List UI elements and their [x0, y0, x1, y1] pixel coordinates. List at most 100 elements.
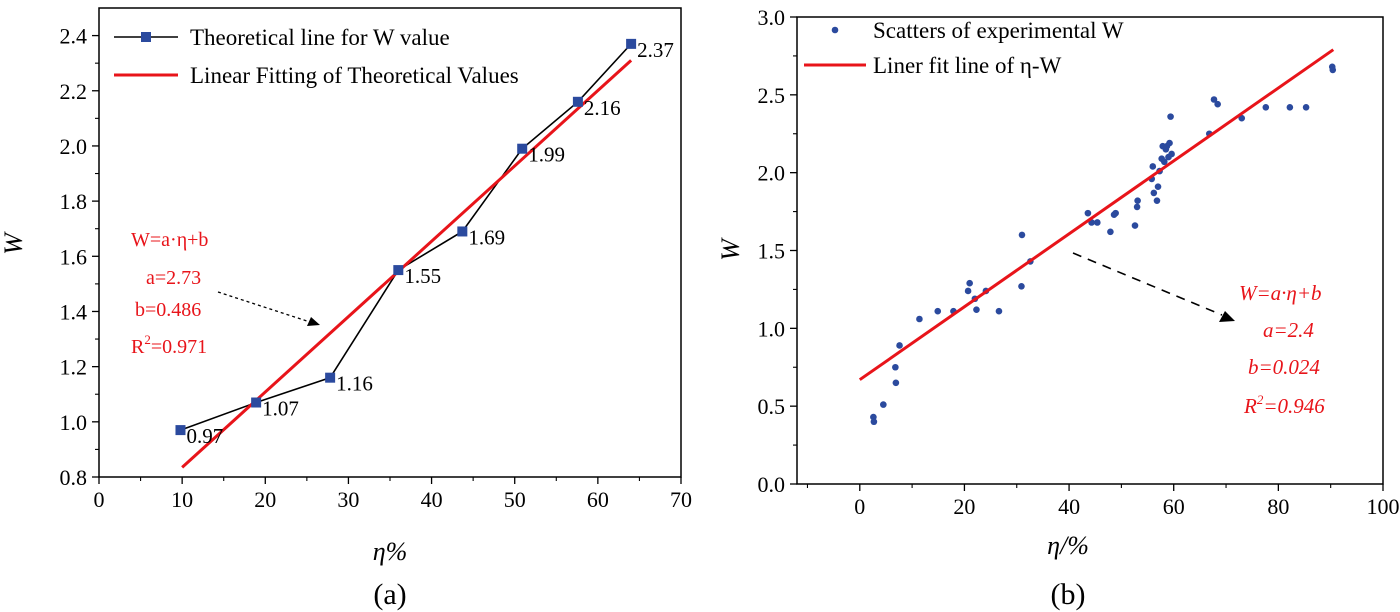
experimental-w-point	[1329, 66, 1337, 74]
y-tick-label-b: 0.5	[758, 394, 786, 419]
panel-a-caption: (a)	[373, 578, 406, 611]
y-tick-label-a: 2.4	[60, 24, 88, 49]
experimental-w-point	[880, 401, 887, 408]
theoretical-point-marker	[457, 226, 468, 237]
panel-a-series: 0.97 1.07 1.16 1.55 1.69 1.99 2.16 2.37	[175, 38, 674, 469]
panel-b-caption: (b)	[1051, 578, 1086, 611]
annotation-a-arrowhead	[307, 317, 320, 326]
theoretical-point-label: 1.69	[468, 225, 505, 249]
theoretical-point-marker	[325, 372, 336, 383]
annotation-b-arrowhead	[1219, 311, 1235, 322]
panel-b-fit-annotation: W=a·η+b a=2.4 b=0.024 R2=0.946	[1072, 252, 1325, 418]
panel-a-fit-annotation: W=a·η+b a=2.73 b=0.486 R2=0.971	[131, 229, 320, 358]
experimental-w-point	[1160, 158, 1168, 166]
x-tick-label-b: 60	[1163, 494, 1185, 519]
theoretical-point-marker	[626, 38, 637, 49]
y-tick-label-a: 2.0	[60, 134, 88, 159]
experimental-w-point	[1167, 113, 1174, 120]
panel-b-y-axis-label: W	[716, 237, 745, 261]
legend-b-scatter-label: Scatters of experimental W	[873, 18, 1124, 43]
theoretical-point-marker	[175, 425, 186, 436]
theoretical-point-label: 1.99	[528, 143, 565, 167]
theoretical-point-label: 2.37	[637, 38, 674, 62]
y-tick-label-a: 1.6	[60, 244, 88, 269]
annotation-a-r2: R2=0.971	[131, 332, 207, 358]
experimental-w-point	[966, 279, 973, 287]
experimental-w-point	[916, 315, 923, 323]
x-tick-label-a: 60	[587, 487, 609, 512]
experimental-w-point	[1094, 219, 1101, 226]
experimental-w-point	[1286, 103, 1294, 111]
theoretical-point-marker	[572, 96, 583, 107]
experimental-w-point	[1168, 150, 1175, 158]
experimental-w-point	[1302, 103, 1310, 111]
experimental-w-point	[1134, 197, 1141, 204]
legend-a-fit-label: Linear Fitting of Theoretical Values	[190, 63, 519, 88]
theoretical-point-label: 0.97	[186, 424, 223, 448]
y-tick-label-a: 1.2	[60, 355, 88, 380]
experimental-w-point	[1133, 203, 1141, 211]
theoretical-point-marker	[393, 265, 404, 276]
experimental-w-point	[1107, 228, 1114, 236]
legend-b-fit-label: Liner fit line of η-W	[873, 53, 1062, 78]
theoretical-point-marker	[251, 397, 262, 408]
panel-a-chart: 0 10 20 30 40 50 60 70 0.8 1.0 1.2 1.4 1.6 1.8 2.0 2.2 2…	[0, 7, 692, 611]
annotation-b-intercept: b=0.024	[1248, 355, 1320, 379]
x-tick-label-a: 40	[421, 487, 443, 512]
experimental-w-point	[1149, 163, 1157, 170]
experimental-w-point	[892, 379, 900, 387]
theoretical-point-label: 2.16	[584, 96, 621, 120]
experimental-w-point	[973, 306, 980, 313]
experimental-w-point	[995, 307, 1003, 315]
panel-b-axes: 0 20 40 60 80 100 0.0 0.5 1.0 1.5 2.0 2.5 3.0	[758, 5, 1400, 519]
annotation-b-slope: a=2.4	[1263, 318, 1314, 342]
x-tick-label-b: 0	[854, 494, 865, 519]
y-tick-label-b: 1.5	[758, 239, 786, 264]
y-tick-label-a: 1.8	[60, 189, 88, 214]
theoretical-point-label: 1.16	[336, 372, 373, 396]
linear-fit-line-b	[858, 48, 1335, 381]
experimental-w-point	[896, 342, 903, 349]
annotation-a-equation: W=a·η+b	[131, 229, 208, 251]
x-tick-label-a: 0	[94, 487, 105, 512]
x-tick-label-a: 30	[337, 487, 359, 512]
experimental-w-point	[1238, 114, 1246, 122]
legend-b-scatter-marker	[831, 26, 839, 34]
y-tick-label-b: 2.5	[758, 83, 786, 108]
x-tick-label-a: 10	[171, 487, 193, 512]
experimental-w-point	[1214, 100, 1221, 108]
annotation-a-intercept: b=0.486	[135, 299, 201, 321]
experimental-w-point	[1262, 103, 1270, 111]
x-tick-label-b: 80	[1267, 494, 1289, 519]
panel-b-chart: 0 20 40 60 80 100 0.0 0.5 1.0 1.5 2.0 2.5 3.0 Scatte…	[716, 5, 1400, 611]
x-tick-label-b: 100	[1367, 494, 1400, 519]
experimental-w-point	[1084, 209, 1092, 217]
experimental-w-point	[1112, 209, 1119, 217]
experimental-w-point	[1166, 139, 1173, 147]
experimental-w-point	[1154, 183, 1162, 190]
experimental-w-point	[1018, 283, 1025, 290]
y-tick-label-b: 3.0	[758, 5, 786, 30]
y-tick-label-a: 1.4	[60, 299, 88, 324]
theoretical-point-label: 1.55	[404, 264, 441, 288]
x-tick-label-a: 70	[670, 487, 692, 512]
theoretical-point-label: 1.07	[262, 397, 299, 421]
experimental-w-point	[934, 307, 942, 315]
legend-a-theoretical-marker	[141, 32, 151, 42]
experimental-w-point	[1131, 222, 1139, 229]
legend-a-theoretical-label: Theoretical line for W value	[190, 25, 450, 50]
experimental-w-point	[1150, 189, 1158, 197]
theoretical-w-line	[180, 43, 632, 431]
panel-b-series	[858, 48, 1337, 426]
y-tick-label-a: 2.2	[60, 79, 88, 104]
y-tick-label-b: 2.0	[758, 161, 786, 186]
annotation-b-r2: R2=0.946	[1243, 392, 1325, 418]
annotation-b-equation: W=a·η+b	[1239, 281, 1322, 305]
annotation-b-arrow-shaft	[1072, 252, 1223, 316]
theoretical-point-marker	[517, 143, 528, 154]
experimental-w-point	[1210, 96, 1218, 103]
annotation-a-slope: a=2.73	[146, 267, 201, 289]
annotation-a-arrow-shaft	[217, 291, 311, 323]
panel-b-legend: Scatters of experimental W Liner fit lin…	[804, 18, 1124, 78]
